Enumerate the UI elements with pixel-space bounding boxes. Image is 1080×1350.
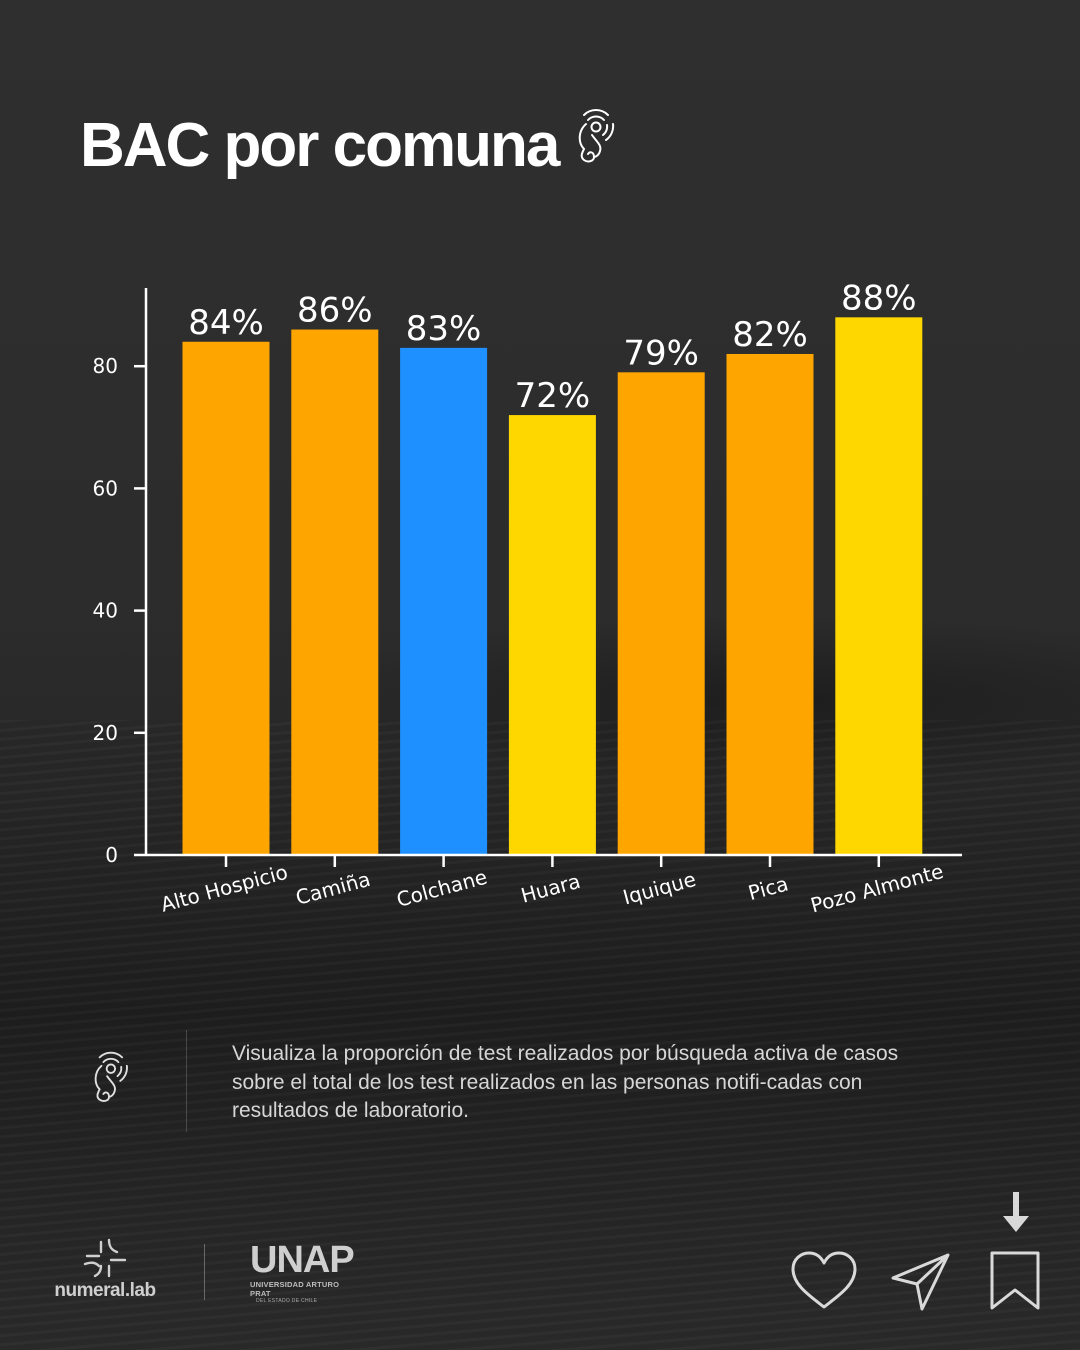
y-tick-label-3: 60 [93, 476, 118, 500]
unap-subtitle: UNIVERSIDAD ARTURO PRAT [250, 1280, 340, 1298]
bar-data-label-4: 79% [623, 333, 699, 373]
bar-data-label-0: 84% [188, 303, 264, 343]
chart-description: Visualiza la proporción de test realizad… [232, 1042, 899, 1122]
bar-data-label-2: 83% [406, 309, 482, 349]
bar-5 [726, 353, 814, 855]
bar-4 [617, 372, 705, 855]
bookmark-button[interactable] [988, 1250, 1042, 1312]
virus-head-icon [572, 105, 616, 176]
x-tick-label-2: Colchane [394, 865, 490, 912]
bar-chart: 84% Alto Hospicio 86% Camiña 83% Colchane 72% H… [0, 250, 1080, 970]
chart-canvas: 84% Alto Hospicio 86% Camiña 83% Colchane 72% H… [93, 278, 962, 918]
y-tick-label-2: 40 [93, 599, 118, 623]
save-arrow [1002, 1190, 1030, 1234]
page-title: BAC por comuna [80, 110, 560, 180]
description-divider [186, 1030, 187, 1132]
bar-data-label-3: 72% [515, 376, 591, 416]
numeral-lab-name: numeral.lab [54, 1280, 156, 1301]
x-tick-label-4: Iquique [620, 867, 698, 909]
bar-0 [182, 341, 270, 855]
unap-logo: UNAP UNIVERSIDAD ARTURO PRAT DEL ESTADO … [250, 1239, 362, 1304]
x-tick-label-1: Camiña [293, 867, 373, 910]
bar-2 [400, 347, 488, 855]
unap-subtitle-small: DEL ESTADO DE CHILE [256, 1298, 318, 1304]
virus-head-icon [88, 1048, 130, 1115]
x-tick-label-5: Pica [746, 871, 791, 905]
bar-data-label-6: 88% [841, 278, 917, 318]
bar-1 [291, 329, 379, 855]
x-tick-label-6: Pozo Almonte [808, 859, 946, 918]
y-tick-label-4: 80 [93, 354, 118, 378]
x-tick-label-3: Huara [518, 869, 583, 908]
x-tick-label-0: Alto Hospicio [158, 860, 290, 917]
like-button[interactable] [790, 1250, 858, 1312]
unap-name: UNAP [250, 1239, 355, 1281]
arrow-down-icon [1003, 1192, 1029, 1232]
bookmark-icon [990, 1251, 1040, 1310]
bar-3 [508, 415, 596, 855]
bar-data-label-1: 86% [297, 291, 373, 331]
y-tick-label-0: 0 [105, 843, 118, 867]
y-tick-label-1: 20 [93, 721, 118, 745]
brand-divider [204, 1244, 205, 1300]
share-button[interactable] [890, 1252, 952, 1312]
numeral-logo-icon [83, 1238, 127, 1278]
send-icon [891, 1253, 950, 1311]
numeral-lab-logo: numeral.lab [50, 1238, 160, 1302]
heart-icon [791, 1251, 857, 1309]
bar-6 [835, 317, 923, 855]
bar-data-label-5: 82% [732, 315, 808, 355]
header: BAC por comuna [80, 100, 616, 190]
